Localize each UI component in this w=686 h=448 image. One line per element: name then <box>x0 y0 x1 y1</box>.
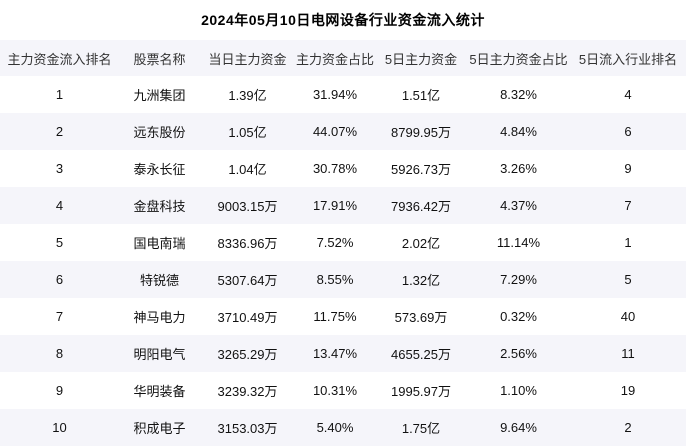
main-fund-ratio-cell: 17.91% <box>312 198 358 213</box>
today-main-fund-cell: 3265.29万 <box>217 347 278 362</box>
five-day-main-fund-cell: 1995.97万 <box>391 384 451 399</box>
five-day-fund-ratio-cell: 0.32% <box>500 309 537 324</box>
table-row: 6 特锐德 5307.64万 8.55% 1.32亿 7.29% 5 <box>0 261 686 298</box>
today-main-fund-cell: 3239.32万 <box>217 384 278 399</box>
five-day-fund-ratio-cell: 9.64% <box>500 420 537 435</box>
five-day-fund-ratio-cell: 2.56% <box>500 346 537 361</box>
fund-flow-table: 主力资金流入排名 股票名称 当日主力资金 主力资金占比 5日主力资金 5日主力资金占比 5日… <box>0 40 686 446</box>
rank-cell: 4 <box>55 198 64 213</box>
column-header-rank: 主力资金流入排名 <box>7 51 112 67</box>
five-day-fund-ratio-cell: 3.26% <box>500 161 537 176</box>
five-day-fund-ratio-cell: 7.29% <box>500 272 537 287</box>
today-main-fund-cell: 8336.96万 <box>217 236 278 251</box>
stock-name-cell: 远东股份 <box>133 125 186 140</box>
five-day-fund-ratio-cell: 4.37% <box>500 198 537 213</box>
five-day-main-fund-cell: 573.69万 <box>394 310 448 325</box>
five-day-fund-ratio-cell: 4.84% <box>500 124 537 139</box>
column-header-stock-name: 股票名称 <box>133 51 186 67</box>
stock-name-cell: 特锐德 <box>139 273 179 288</box>
main-fund-ratio-cell: 7.52% <box>316 235 354 250</box>
five-day-main-fund-cell: 5926.73万 <box>391 162 451 177</box>
table-row: 9 华明装备 3239.32万 10.31% 1995.97万 1.10% 19 <box>0 372 686 409</box>
today-main-fund-cell: 1.39亿 <box>228 88 267 103</box>
stock-name-cell: 明阳电气 <box>133 347 186 362</box>
five-day-fund-ratio-cell: 8.32% <box>500 87 537 102</box>
column-header-five-day-industry-rank: 5日流入行业排名 <box>578 51 678 67</box>
column-header-five-day-main-fund: 5日主力资金 <box>384 51 458 67</box>
rank-cell: 5 <box>55 235 64 250</box>
table-row: 2 远东股份 1.05亿 44.07% 8799.95万 4.84% 6 <box>0 113 686 150</box>
five-day-main-fund-cell: 7936.42万 <box>391 199 451 214</box>
today-main-fund-cell: 9003.15万 <box>217 199 278 214</box>
five-day-main-fund-cell: 4655.25万 <box>391 347 451 362</box>
five-day-industry-rank-cell: 7 <box>624 198 632 213</box>
five-day-industry-rank-cell: 2 <box>624 420 632 435</box>
today-main-fund-cell: 1.05亿 <box>228 125 267 140</box>
stock-name-cell: 泰永长征 <box>133 162 186 177</box>
table-row: 1 九洲集团 1.39亿 31.94% 1.51亿 8.32% 4 <box>0 76 686 113</box>
column-header-main-fund-ratio: 主力资金占比 <box>295 51 374 67</box>
main-fund-ratio-cell: 5.40% <box>316 420 354 435</box>
five-day-industry-rank-cell: 5 <box>624 272 632 287</box>
rank-cell: 2 <box>55 124 64 139</box>
rank-cell: 1 <box>55 87 64 102</box>
five-day-industry-rank-cell: 40 <box>620 309 636 324</box>
table-row: 10 积成电子 3153.03万 5.40% 1.75亿 9.64% 2 <box>0 409 686 446</box>
main-fund-ratio-cell: 30.78% <box>312 161 358 176</box>
five-day-industry-rank-cell: 19 <box>620 383 636 398</box>
stock-name-cell: 国电南瑞 <box>133 236 186 251</box>
table-header-row: 主力资金流入排名 股票名称 当日主力资金 主力资金占比 5日主力资金 5日主力资金占比 5日… <box>0 40 686 76</box>
five-day-industry-rank-cell: 1 <box>624 235 632 250</box>
five-day-industry-rank-cell: 11 <box>621 346 635 361</box>
table-row: 5 国电南瑞 8336.96万 7.52% 2.02亿 11.14% 1 <box>0 224 686 261</box>
column-header-today-main-fund: 当日主力资金 <box>208 51 287 67</box>
today-main-fund-cell: 3153.03万 <box>217 421 278 436</box>
today-main-fund-cell: 3710.49万 <box>217 310 278 325</box>
rank-cell: 10 <box>52 420 67 435</box>
five-day-main-fund-cell: 1.51亿 <box>401 88 441 103</box>
rank-cell: 7 <box>55 309 64 324</box>
five-day-industry-rank-cell: 9 <box>624 161 632 176</box>
five-day-industry-rank-cell: 6 <box>624 124 632 139</box>
main-fund-ratio-cell: 31.94% <box>312 87 358 102</box>
page-title: 2024年05月10日电网设备行业资金流入统计 <box>201 12 485 28</box>
stock-name-cell: 九洲集团 <box>133 88 186 103</box>
column-header-five-day-fund-ratio: 5日主力资金占比 <box>469 51 568 67</box>
five-day-main-fund-cell: 1.75亿 <box>401 421 441 436</box>
table-row: 3 泰永长征 1.04亿 30.78% 5926.73万 3.26% 9 <box>0 150 686 187</box>
rank-cell: 6 <box>55 272 64 287</box>
five-day-fund-ratio-cell: 11.14% <box>496 235 541 250</box>
five-day-industry-rank-cell: 4 <box>624 87 632 102</box>
rank-cell: 3 <box>55 161 64 176</box>
five-day-main-fund-cell: 1.32亿 <box>401 273 441 288</box>
rank-cell: 8 <box>55 346 64 361</box>
stock-name-cell: 华明装备 <box>133 384 186 399</box>
stock-name-cell: 金盘科技 <box>133 199 186 214</box>
table-row: 4 金盘科技 9003.15万 17.91% 7936.42万 4.37% 7 <box>0 187 686 224</box>
today-main-fund-cell: 1.04亿 <box>228 162 267 177</box>
stock-name-cell: 积成电子 <box>133 421 186 436</box>
main-fund-ratio-cell: 8.55% <box>316 272 354 287</box>
today-main-fund-cell: 5307.64万 <box>217 273 278 288</box>
table-row: 8 明阳电气 3265.29万 13.47% 4655.25万 2.56% 11 <box>0 335 686 372</box>
main-fund-ratio-cell: 44.07% <box>312 124 358 139</box>
five-day-fund-ratio-cell: 1.10% <box>500 383 537 398</box>
main-fund-ratio-cell: 10.31% <box>312 383 358 398</box>
stock-name-cell: 神马电力 <box>133 310 186 325</box>
main-fund-ratio-cell: 13.47% <box>312 346 358 361</box>
table-row: 7 神马电力 3710.49万 11.75% 573.69万 0.32% 40 <box>0 298 686 335</box>
rank-cell: 9 <box>55 383 64 398</box>
five-day-main-fund-cell: 8799.95万 <box>391 125 451 140</box>
main-fund-ratio-cell: 11.75% <box>313 309 357 324</box>
five-day-main-fund-cell: 2.02亿 <box>401 236 441 251</box>
